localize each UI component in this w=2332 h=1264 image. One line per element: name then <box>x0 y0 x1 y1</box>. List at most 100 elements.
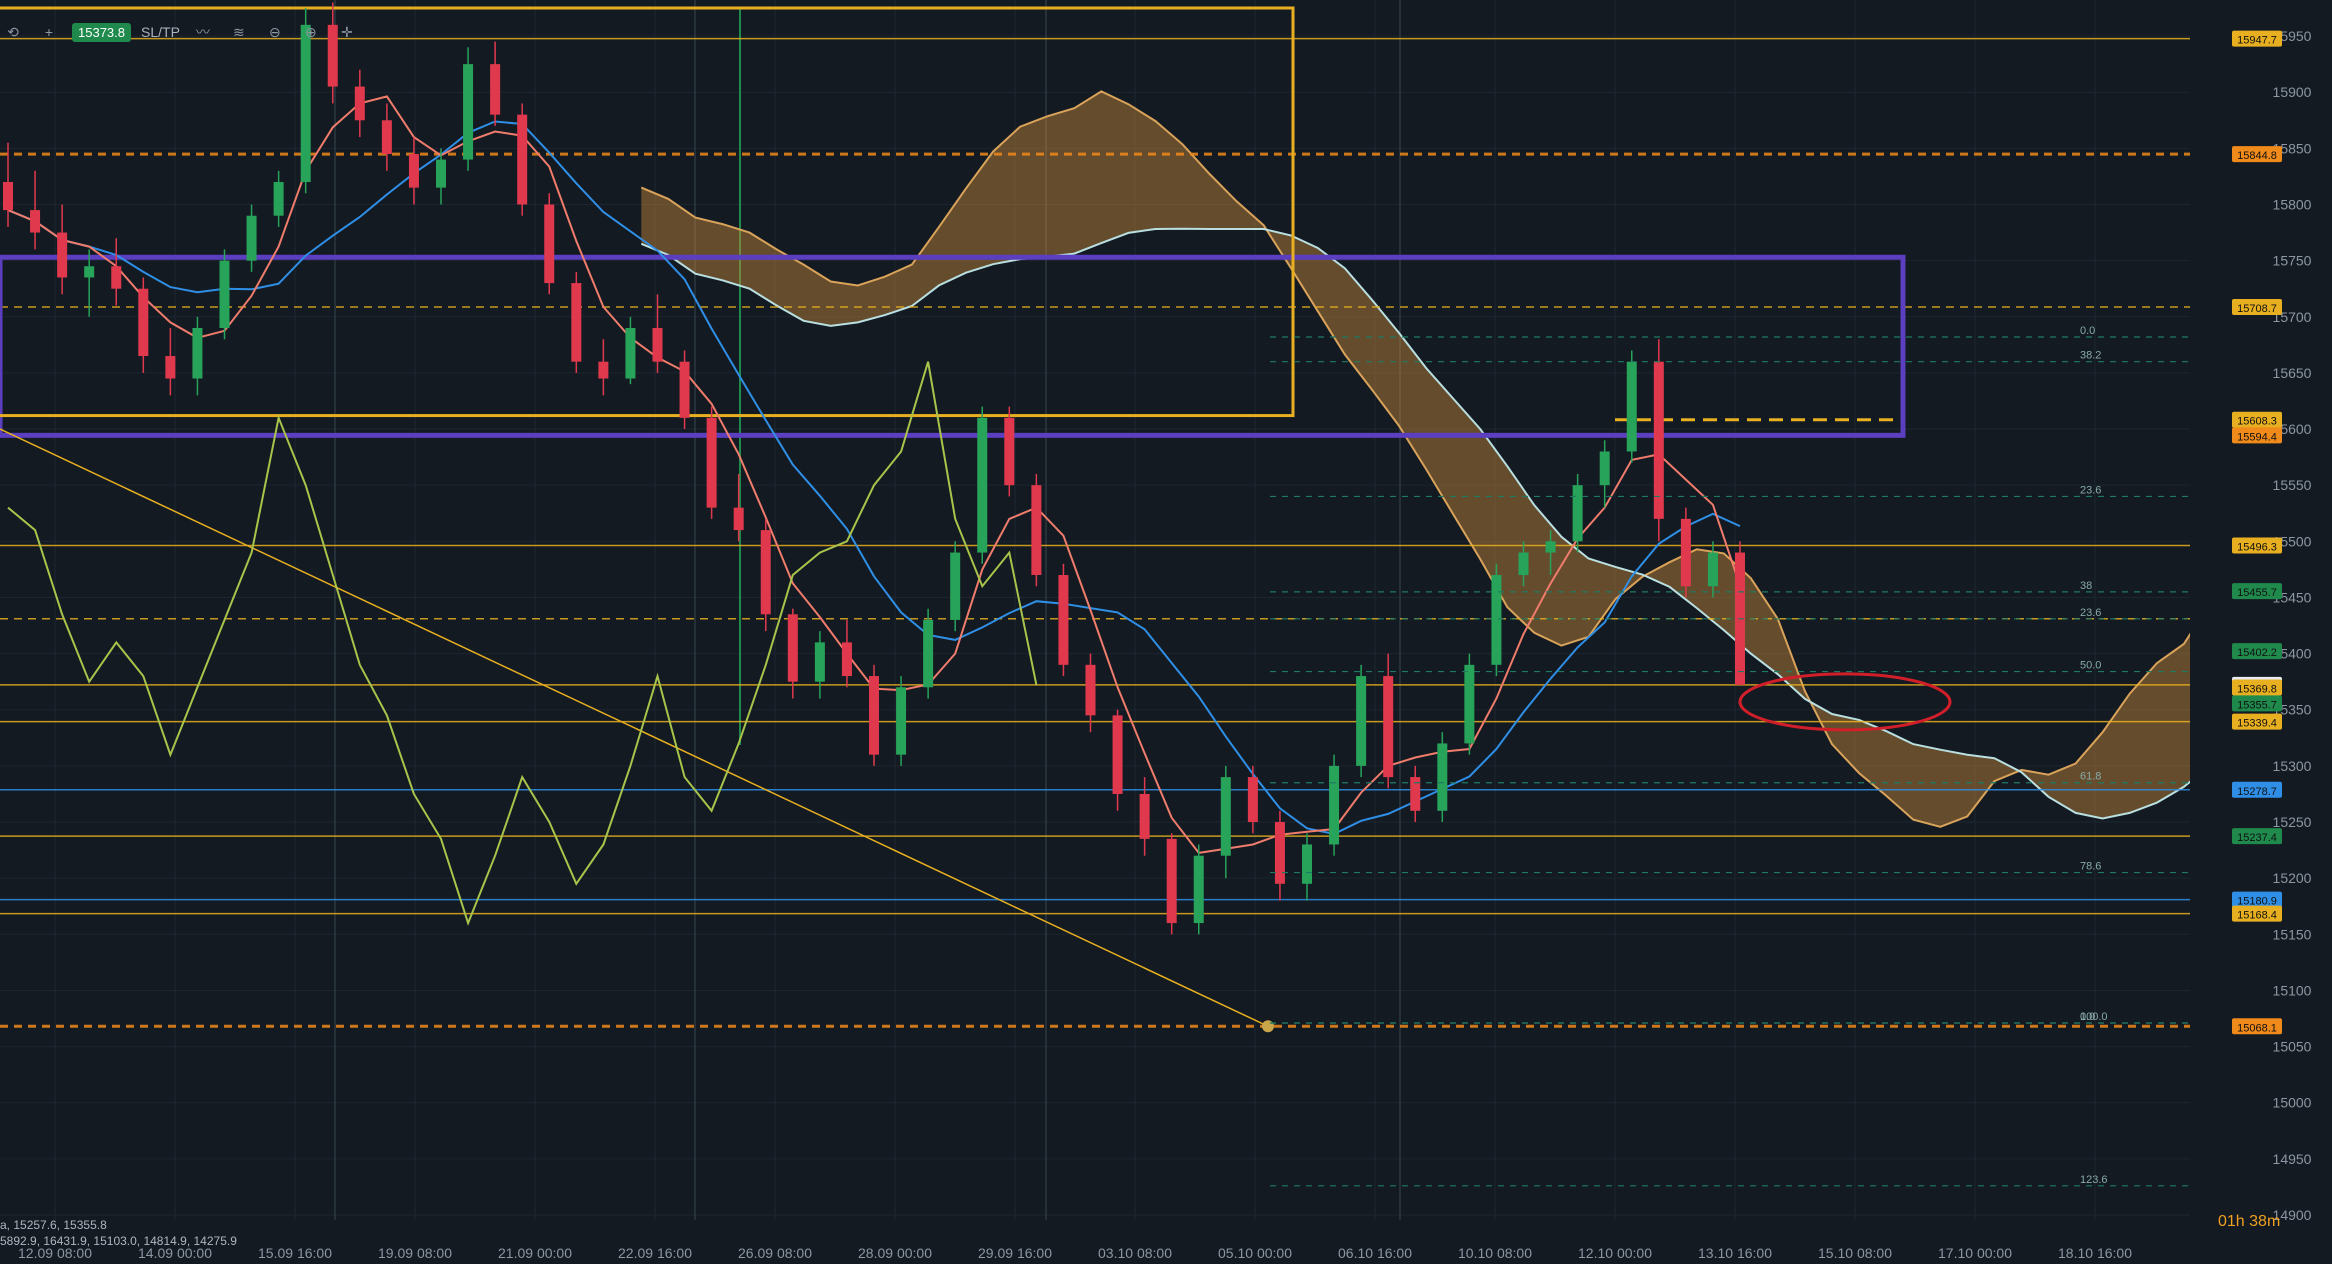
time-tick-label: 29.09 16:00 <box>978 1245 1052 1261</box>
price-label-box <box>2232 643 2282 660</box>
price-label-text: 15608.3 <box>2237 416 2277 428</box>
fib-label: 23.6 <box>2080 484 2101 496</box>
candle-body <box>1139 793 1150 839</box>
candle-body <box>598 361 609 379</box>
sltp-button[interactable]: SL/TP <box>141 24 180 40</box>
time-tick-label: 03.10 08:00 <box>1098 1245 1172 1261</box>
fib-label: 0.0 <box>2080 325 2095 337</box>
candle-body <box>1410 777 1421 811</box>
price-tick-label: 15800 <box>2273 196 2312 212</box>
candle-body <box>1085 664 1096 716</box>
price-label-box <box>2232 427 2282 444</box>
price-tick-label: 15300 <box>2273 758 2312 774</box>
candle-body <box>571 283 582 362</box>
candle-body <box>1329 765 1340 845</box>
price-label-box <box>2232 905 2282 922</box>
price-label-box <box>2232 891 2282 908</box>
senkou-span-a <box>640 90 2332 828</box>
candle-body <box>706 417 717 508</box>
grid-lines <box>0 0 2190 1220</box>
candle-body <box>408 153 419 188</box>
time-tick-label: 17.10 00:00 <box>1938 1245 2012 1261</box>
chikou-span-line <box>7 361 1038 927</box>
candle-body <box>625 327 636 379</box>
candle-body <box>1572 485 1583 542</box>
time-tick-label: 21.09 00:00 <box>498 1245 572 1261</box>
ichimoku-cloud-fill <box>641 91 2332 827</box>
line-chart-icon[interactable]: 〰 <box>195 24 210 40</box>
time-tick-label: 12.10 00:00 <box>1578 1245 1652 1261</box>
time-tick-label: 10.10 08:00 <box>1458 1245 1532 1261</box>
candle-body <box>517 114 528 205</box>
price-tick-label: 15450 <box>2273 589 2312 605</box>
time-tick-label: 22.09 16:00 <box>618 1245 692 1261</box>
plus-icon[interactable]: + <box>44 24 54 40</box>
candle-body <box>1193 855 1204 924</box>
price-label-text: 15844.8 <box>2237 150 2277 162</box>
swing-low-marker <box>1262 1020 1274 1033</box>
price-label-text: 15339.4 <box>2237 718 2277 730</box>
candle-body <box>1518 552 1529 576</box>
candle-body <box>896 687 907 755</box>
price-tick-label: 15700 <box>2273 309 2312 325</box>
fib-label: 61.8 <box>2080 771 2101 783</box>
time-tick-label: 13.10 16:00 <box>1698 1245 1772 1261</box>
time-tick-label: 15.10 08:00 <box>1818 1245 1892 1261</box>
price-tick-label: 15150 <box>2273 926 2312 942</box>
zoom-out-icon[interactable]: ⊖ <box>269 23 281 40</box>
candle-body <box>138 288 149 357</box>
crosshair-icon[interactable]: ✛ <box>341 23 353 40</box>
fib-label: 123.6 <box>2080 1174 2108 1186</box>
candle-body <box>354 86 365 121</box>
candle-body <box>273 182 284 216</box>
current-price-badge: 15373.8 <box>72 22 131 42</box>
candle-body <box>1464 664 1475 744</box>
candle-body <box>1437 743 1448 811</box>
candle-body <box>246 215 257 261</box>
price-label-box <box>2232 679 2282 696</box>
fib-label: 38.2 <box>2080 350 2101 362</box>
fib-label: 0.0 <box>2080 1011 2095 1023</box>
time-tick-label: 18.10 16:00 <box>2058 1245 2132 1261</box>
candle-body <box>463 64 474 160</box>
horizontal-levels <box>0 37 2190 1028</box>
candle-body <box>1004 417 1015 486</box>
candle-body <box>111 266 122 289</box>
candle-body <box>84 266 95 278</box>
indicators-icon[interactable]: ≋ <box>233 23 245 40</box>
candle-body <box>950 552 961 620</box>
trend-line <box>0 428 1269 1027</box>
price-label-text: 15594.4 <box>2237 431 2277 443</box>
price-label-text: 15237.4 <box>2237 832 2277 844</box>
price-label-box <box>2232 146 2282 163</box>
highlight-ellipse <box>1738 672 1952 732</box>
candle-body <box>1274 822 1285 884</box>
price-tick-label: 15400 <box>2273 646 2312 662</box>
time-tick-label: 12.09 08:00 <box>18 1245 92 1261</box>
price-label-box <box>2232 537 2282 554</box>
zoom-in-icon[interactable]: ⊕ <box>305 23 317 40</box>
price-label-box <box>2232 583 2282 600</box>
ohlc-line-2: 5892.9, 16431.9, 15103.0, 14814.9, 14275… <box>0 1234 237 1248</box>
price-tick-label: 14900 <box>2273 1207 2312 1223</box>
price-label-text: 15708.7 <box>2237 303 2277 315</box>
candle-body <box>679 361 690 418</box>
price-tick-label: 15600 <box>2273 421 2312 437</box>
price-label-box <box>2232 713 2282 730</box>
price-tick-label: 15950 <box>2273 28 2312 44</box>
candle-body <box>814 642 825 682</box>
ohlc-line-1: a, 15257.6, 15355.8 <box>0 1218 107 1232</box>
price-tick-label: 15200 <box>2273 870 2312 886</box>
time-tick-label: 05.10 00:00 <box>1218 1245 1292 1261</box>
price-label-text: 15068.1 <box>2237 1022 2277 1034</box>
price-tick-label: 15750 <box>2273 253 2312 269</box>
price-label-text: 15455.7 <box>2237 587 2277 599</box>
price-tick-label: 15250 <box>2273 814 2312 830</box>
candle-body <box>1166 838 1177 924</box>
candle-body <box>165 356 176 379</box>
chart-toolbar: ⟲ + 15373.8 SL/TP 〰 ≋ ⊖ ⊕ ✛ <box>0 14 360 50</box>
price-tick-label: 15900 <box>2273 84 2312 100</box>
refresh-icon[interactable]: ⟲ <box>7 23 19 40</box>
fib-labels: 0.038.223.63823.650.061.878.6100.00.0123… <box>1270 325 2190 1187</box>
